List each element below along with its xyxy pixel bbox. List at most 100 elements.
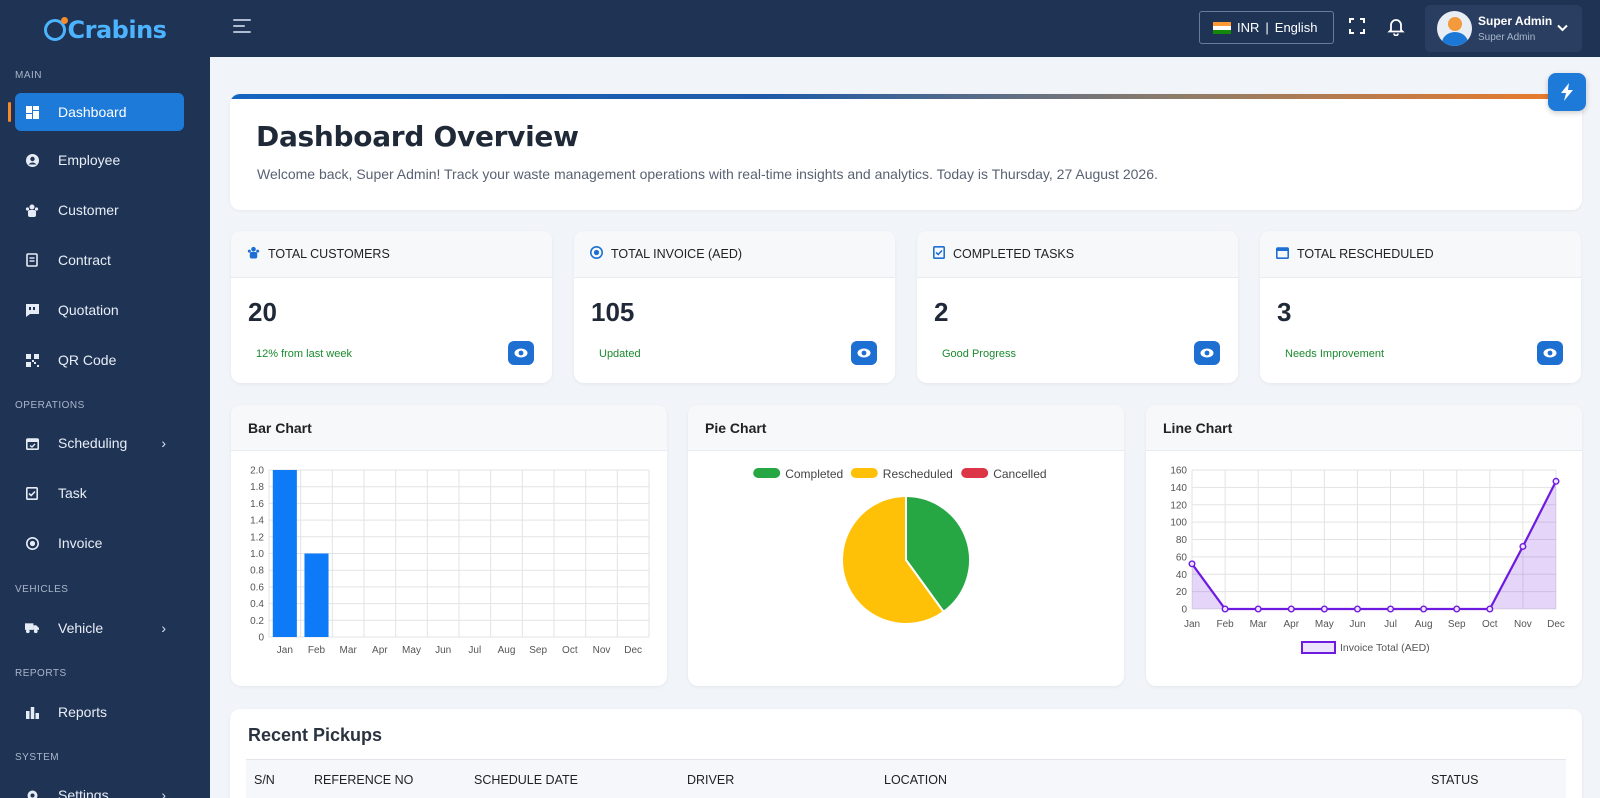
page-title: Dashboard Overview (256, 120, 579, 153)
chevron-down-icon (1557, 21, 1568, 35)
chart-title: Bar Chart (231, 405, 667, 451)
line-chart: 0 20 40 60 80 100 120 140 160 Jan Feb Mar Apr May Jun J… (1170, 466, 1565, 654)
chevron-right-icon: › (161, 620, 166, 636)
sidebar-item-reports[interactable]: Reports (15, 693, 184, 731)
dashboard-icon (25, 105, 39, 119)
column-header[interactable]: Schedule Date (474, 773, 578, 787)
bar (304, 553, 329, 637)
brand-logo[interactable]: Crabins (0, 0, 210, 60)
x-tick-label: Jul (468, 645, 481, 656)
section-reports: REPORTS (15, 668, 67, 679)
x-tick-label: Sep (529, 645, 547, 656)
sidebar-item-qr-code[interactable]: QR Code (15, 341, 184, 379)
quick-action-button[interactable] (1548, 73, 1586, 111)
sidebar-item-label: QR Code (58, 352, 117, 368)
section-title: Recent Pickups (248, 725, 383, 745)
legend-swatch (850, 468, 878, 478)
column-header[interactable]: Location (884, 773, 947, 787)
stat-value: 20 (248, 297, 277, 327)
sidebar-item-label: Employee (58, 152, 121, 168)
x-tick-label: Feb (1216, 619, 1234, 630)
sidebar-item-customer[interactable]: Customer (15, 191, 184, 229)
logo-icon (43, 17, 68, 41)
eye-icon (1543, 348, 1557, 358)
sidebar-item-task[interactable]: Task (15, 474, 184, 512)
currency-label: INR (1237, 20, 1260, 35)
data-point (1254, 605, 1262, 613)
data-point (1552, 477, 1560, 485)
view-button[interactable] (1537, 341, 1563, 365)
welcome-card: Dashboard Overview Welcome back, Super A… (230, 94, 1582, 210)
pie-chart-card: Pie Chart Completed Rescheduled Cancelled (688, 405, 1124, 686)
section-system: SYSTEM (15, 752, 60, 763)
sidebar-item-label: Settings (58, 787, 109, 798)
series-line (1191, 480, 1557, 611)
sidebar-item-label: Quotation (58, 302, 119, 318)
user-menu[interactable]: Super Admin Super Admin (1425, 5, 1582, 52)
sidebar-item-settings[interactable]: Settings › (15, 776, 184, 798)
user-name: Super Admin (1478, 14, 1553, 28)
sidebar-item-employee[interactable]: Employee (15, 141, 184, 179)
data-point (1287, 605, 1295, 613)
column-header[interactable]: Driver (687, 773, 735, 787)
y-tick-label: 0.4 (250, 599, 264, 610)
invoice-icon (25, 536, 39, 550)
data-point (1519, 542, 1527, 550)
column-header[interactable]: S/N (254, 773, 275, 787)
data-point (1320, 605, 1328, 613)
y-tick-label: 160 (1170, 466, 1187, 477)
y-tick-label: 40 (1176, 570, 1188, 581)
y-tick-label: 2.0 (250, 466, 264, 477)
sidebar-item-dashboard[interactable]: Dashboard (15, 93, 184, 131)
legend-swatch (753, 468, 781, 478)
x-tick-label: Oct (1482, 619, 1498, 630)
sidebar: Crabins MAIN Dashboard Employee Customer… (0, 0, 210, 798)
bar (272, 470, 297, 637)
data-point (1221, 605, 1229, 613)
sidebar-item-vehicle[interactable]: Vehicle › (15, 609, 184, 647)
column-header[interactable]: Status (1431, 773, 1479, 787)
y-tick-label: 0 (1181, 605, 1187, 616)
stat-card-total-rescheduled: Total Rescheduled 3 Needs Improvement (1260, 231, 1581, 383)
settings-icon (25, 788, 39, 798)
y-tick-label: 1.2 (250, 532, 264, 543)
bell-icon[interactable] (1387, 17, 1407, 37)
stat-label: Total Customers (268, 247, 390, 261)
data-point (1188, 560, 1196, 568)
stat-card-total-customers: Total Customers 20 12% from last week (231, 231, 552, 383)
sidebar-item-label: Task (58, 485, 87, 501)
sidebar-item-invoice[interactable]: Invoice (15, 524, 184, 562)
sidebar-item-label: Vehicle (58, 620, 104, 636)
y-tick-label: 1.0 (250, 549, 264, 560)
view-button[interactable] (851, 341, 877, 365)
view-button[interactable] (1194, 341, 1220, 365)
brand-name: Crabins (67, 16, 167, 44)
sidebar-item-contract[interactable]: Contract (15, 241, 184, 279)
x-tick-label: May (402, 645, 421, 656)
y-tick-label: 60 (1176, 552, 1188, 563)
y-tick-label: 20 (1176, 587, 1188, 598)
y-tick-label: 0.6 (250, 582, 264, 593)
sidebar-item-quotation[interactable]: Quotation (15, 291, 184, 329)
invoice-icon (590, 246, 603, 262)
x-tick-label: Dec (624, 645, 642, 656)
eye-icon (857, 348, 871, 358)
y-tick-label: 80 (1176, 535, 1188, 546)
data-point (1486, 605, 1494, 613)
topbar: INR | English Super Admin Super Admin (210, 0, 1600, 57)
currency-language-selector[interactable]: INR | English (1199, 11, 1334, 44)
stat-label: Total Rescheduled (1297, 247, 1434, 261)
column-header[interactable]: Reference No (314, 773, 414, 787)
sidebar-item-label: Dashboard (58, 104, 127, 120)
language-label: English (1274, 20, 1318, 35)
x-tick-label: Apr (372, 645, 388, 656)
x-tick-label: Mar (1250, 619, 1268, 630)
stat-label: Total Invoice (AED) (611, 247, 743, 261)
fullscreen-icon[interactable] (1348, 17, 1368, 37)
sidebar-item-scheduling[interactable]: Scheduling › (15, 424, 184, 462)
view-button[interactable] (508, 341, 534, 365)
menu-toggle-icon[interactable] (233, 19, 251, 37)
x-tick-label: Mar (340, 645, 358, 656)
pie-slice (905, 494, 971, 614)
x-tick-label: May (1315, 619, 1334, 630)
